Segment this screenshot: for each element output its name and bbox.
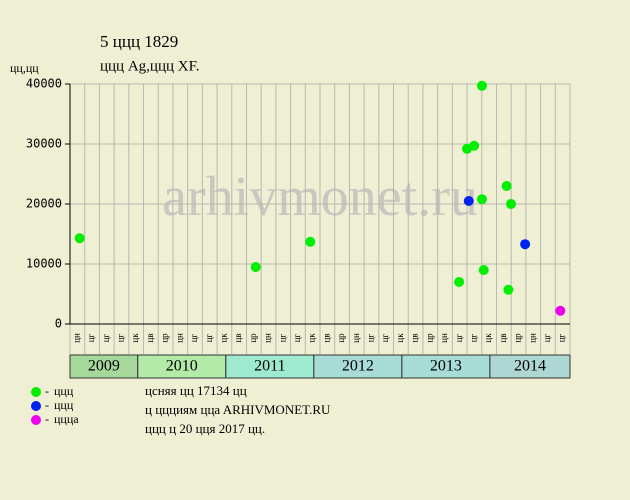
legend-marker (31, 415, 41, 425)
point (476, 194, 487, 205)
y-tick-label: 40000 (26, 77, 62, 91)
point (501, 181, 512, 191)
point (305, 236, 316, 247)
month-label: цр (336, 333, 346, 343)
point (555, 305, 566, 316)
month-label: цв (498, 333, 508, 342)
month-label: цв (321, 333, 331, 342)
point (463, 196, 474, 206)
legend-marker (31, 387, 41, 397)
month-label: цн (263, 333, 273, 343)
month-label: цн (71, 333, 81, 343)
y-tick-label: 0 (55, 317, 62, 331)
month-label: цг (468, 333, 478, 342)
month-label: цн (351, 333, 361, 343)
month-label: цг (454, 333, 464, 342)
month-label: цг (542, 333, 552, 342)
year-label: 2009 (88, 358, 120, 375)
month-label: цв (410, 333, 420, 342)
month-label: цг (86, 333, 96, 342)
legend-dash: - (45, 398, 49, 412)
note: ц ццциям ццa ARHIVMONET.RU (145, 402, 331, 417)
point (506, 199, 517, 209)
point (520, 239, 531, 250)
point (503, 284, 514, 295)
month-label: цк (218, 333, 228, 343)
chart-title: 5 ццц 1829 (100, 32, 178, 51)
point (476, 80, 487, 91)
month-label: цр (248, 333, 258, 343)
note: ццц ц 20 цця 2017 цц. (145, 421, 265, 436)
legend-label: ццц (54, 384, 74, 398)
year-label: 2011 (254, 358, 285, 375)
month-label: цг (292, 333, 302, 342)
point (478, 265, 489, 275)
point (250, 262, 261, 272)
point (469, 140, 480, 151)
point (74, 233, 85, 244)
month-label: цк (307, 333, 317, 343)
month-label: цк (130, 333, 140, 343)
year-label: 2014 (514, 358, 546, 375)
legend-label: ццц (54, 398, 74, 412)
legend-label: цццa (54, 412, 79, 426)
y-axis-label: цц,цц (10, 61, 39, 75)
month-label: цг (557, 333, 567, 342)
month-label: цв (233, 333, 243, 342)
year-label: 2010 (166, 358, 198, 375)
month-label: цг (366, 333, 376, 342)
month-label: цг (189, 333, 199, 342)
month-label: цр (160, 333, 170, 343)
point (454, 277, 465, 287)
month-label: цг (380, 333, 390, 342)
y-tick-label: 20000 (26, 197, 62, 211)
month-label: цв (145, 333, 155, 342)
chart-subtitle: ццц Ag,ццц XF. (100, 58, 199, 74)
month-label: цг (101, 333, 111, 342)
year-label: 2013 (430, 358, 462, 375)
month-label: цк (395, 333, 405, 343)
y-tick-label: 10000 (26, 257, 62, 271)
month-label: цн (439, 333, 449, 343)
month-label: цг (277, 333, 287, 342)
legend-dash: - (45, 384, 49, 398)
year-band (489, 354, 571, 379)
month-label: цр (513, 333, 523, 343)
month-label: цг (116, 333, 126, 342)
y-tick-label: 30000 (26, 137, 62, 151)
month-label: цг (204, 333, 214, 342)
year-label: 2012 (342, 358, 374, 375)
month-label: цн (174, 333, 184, 343)
note: цcняя цц 17134 цц (145, 383, 247, 398)
legend-marker (31, 401, 41, 411)
month-label: цн (527, 333, 537, 343)
month-label: цк (483, 333, 493, 343)
month-label: цр (424, 333, 434, 343)
legend-dash: - (45, 412, 49, 426)
